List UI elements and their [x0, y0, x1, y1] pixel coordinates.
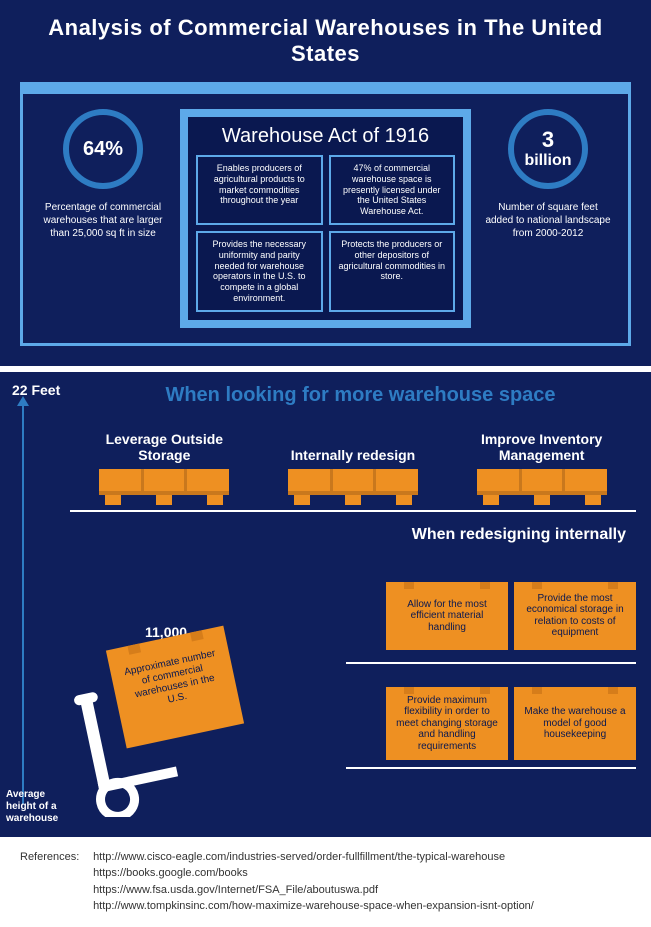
shelf-line: [346, 662, 636, 664]
hand-truck-icon: [63, 677, 203, 817]
ref-link: http://www.cisco-eagle.com/industries-se…: [93, 851, 505, 863]
pallet-col: Leverage Outside Storage: [84, 415, 244, 510]
warehouse-act-box: Warehouse Act of 1916 Enables producers …: [180, 109, 471, 328]
ref-link: https://books.google.com/books: [93, 867, 248, 879]
right-stat: 3 billion Number of square feet added to…: [483, 109, 613, 240]
pallet-label: Improve Inventory Management: [462, 415, 622, 463]
pallet-label: Leverage Outside Storage: [84, 415, 244, 463]
right-stat-caption: Number of square feet added to national …: [483, 201, 613, 240]
warehouse-act-title: Warehouse Act of 1916: [196, 125, 455, 147]
right-stat-num: 3: [542, 128, 554, 152]
left-stat-circle: 64%: [63, 109, 143, 189]
orange-cell: Allow for the most efficient material ha…: [386, 582, 508, 650]
act-cell: 47% of commercial warehouse space is pre…: [329, 155, 456, 225]
info-panel: 64% Percentage of commercial warehouses …: [20, 82, 631, 346]
reference-links: http://www.cisco-eagle.com/industries-se…: [93, 849, 534, 915]
left-stat: 64% Percentage of commercial warehouses …: [38, 109, 168, 240]
orange-cell: Provide the most economical storage in r…: [514, 582, 636, 650]
pallet-icon: [99, 469, 229, 505]
ref-link: http://www.tompkinsinc.com/how-maximize-…: [93, 900, 534, 912]
internal-title: When redesigning internally: [15, 526, 626, 544]
act-grid: Enables producers of agricultural produc…: [196, 155, 455, 312]
left-stat-caption: Percentage of commercial warehouses that…: [38, 201, 168, 240]
right-stat-circle: 3 billion: [508, 109, 588, 189]
cart-graphic: 11,000 Approximate number of commercial …: [55, 612, 285, 812]
act-cell: Provides the necessary uniformity and pa…: [196, 231, 323, 312]
orange-grid: Allow for the most efficient material ha…: [386, 582, 636, 650]
pallet-col: Improve Inventory Management: [462, 415, 622, 510]
mid-title: When looking for more warehouse space: [85, 384, 636, 407]
top-section: Analysis of Commercial Warehouses in The…: [0, 0, 651, 366]
shelf-line: [346, 767, 636, 769]
pallet-icon: [477, 469, 607, 505]
mid-section: 22 Feet Average height of a warehouse Wh…: [0, 372, 651, 837]
orange-cell: Make the warehouse a model of good house…: [514, 687, 636, 761]
shelf-line: [70, 510, 636, 512]
ref-link: https://www.fsa.usda.gov/Internet/FSA_Fi…: [93, 884, 378, 896]
pallet-icon: [288, 469, 418, 505]
right-stat-unit: billion: [524, 152, 571, 170]
height-arrow-icon: [22, 404, 24, 804]
page-title: Analysis of Commercial Warehouses in The…: [20, 15, 631, 67]
orange-grid: Provide maximum flexibility in order to …: [386, 687, 636, 761]
pallet-label: Internally redesign: [273, 415, 433, 463]
act-cell: Protects the producers or other deposito…: [329, 231, 456, 312]
pallet-col: Internally redesign: [273, 415, 433, 510]
orange-cell: Provide maximum flexibility in order to …: [386, 687, 508, 761]
references-label: References:: [20, 849, 90, 866]
pallet-row: Leverage Outside Storage Internally rede…: [70, 415, 636, 510]
references: References: http://www.cisco-eagle.com/i…: [0, 837, 651, 927]
act-cell: Enables producers of agricultural produc…: [196, 155, 323, 225]
